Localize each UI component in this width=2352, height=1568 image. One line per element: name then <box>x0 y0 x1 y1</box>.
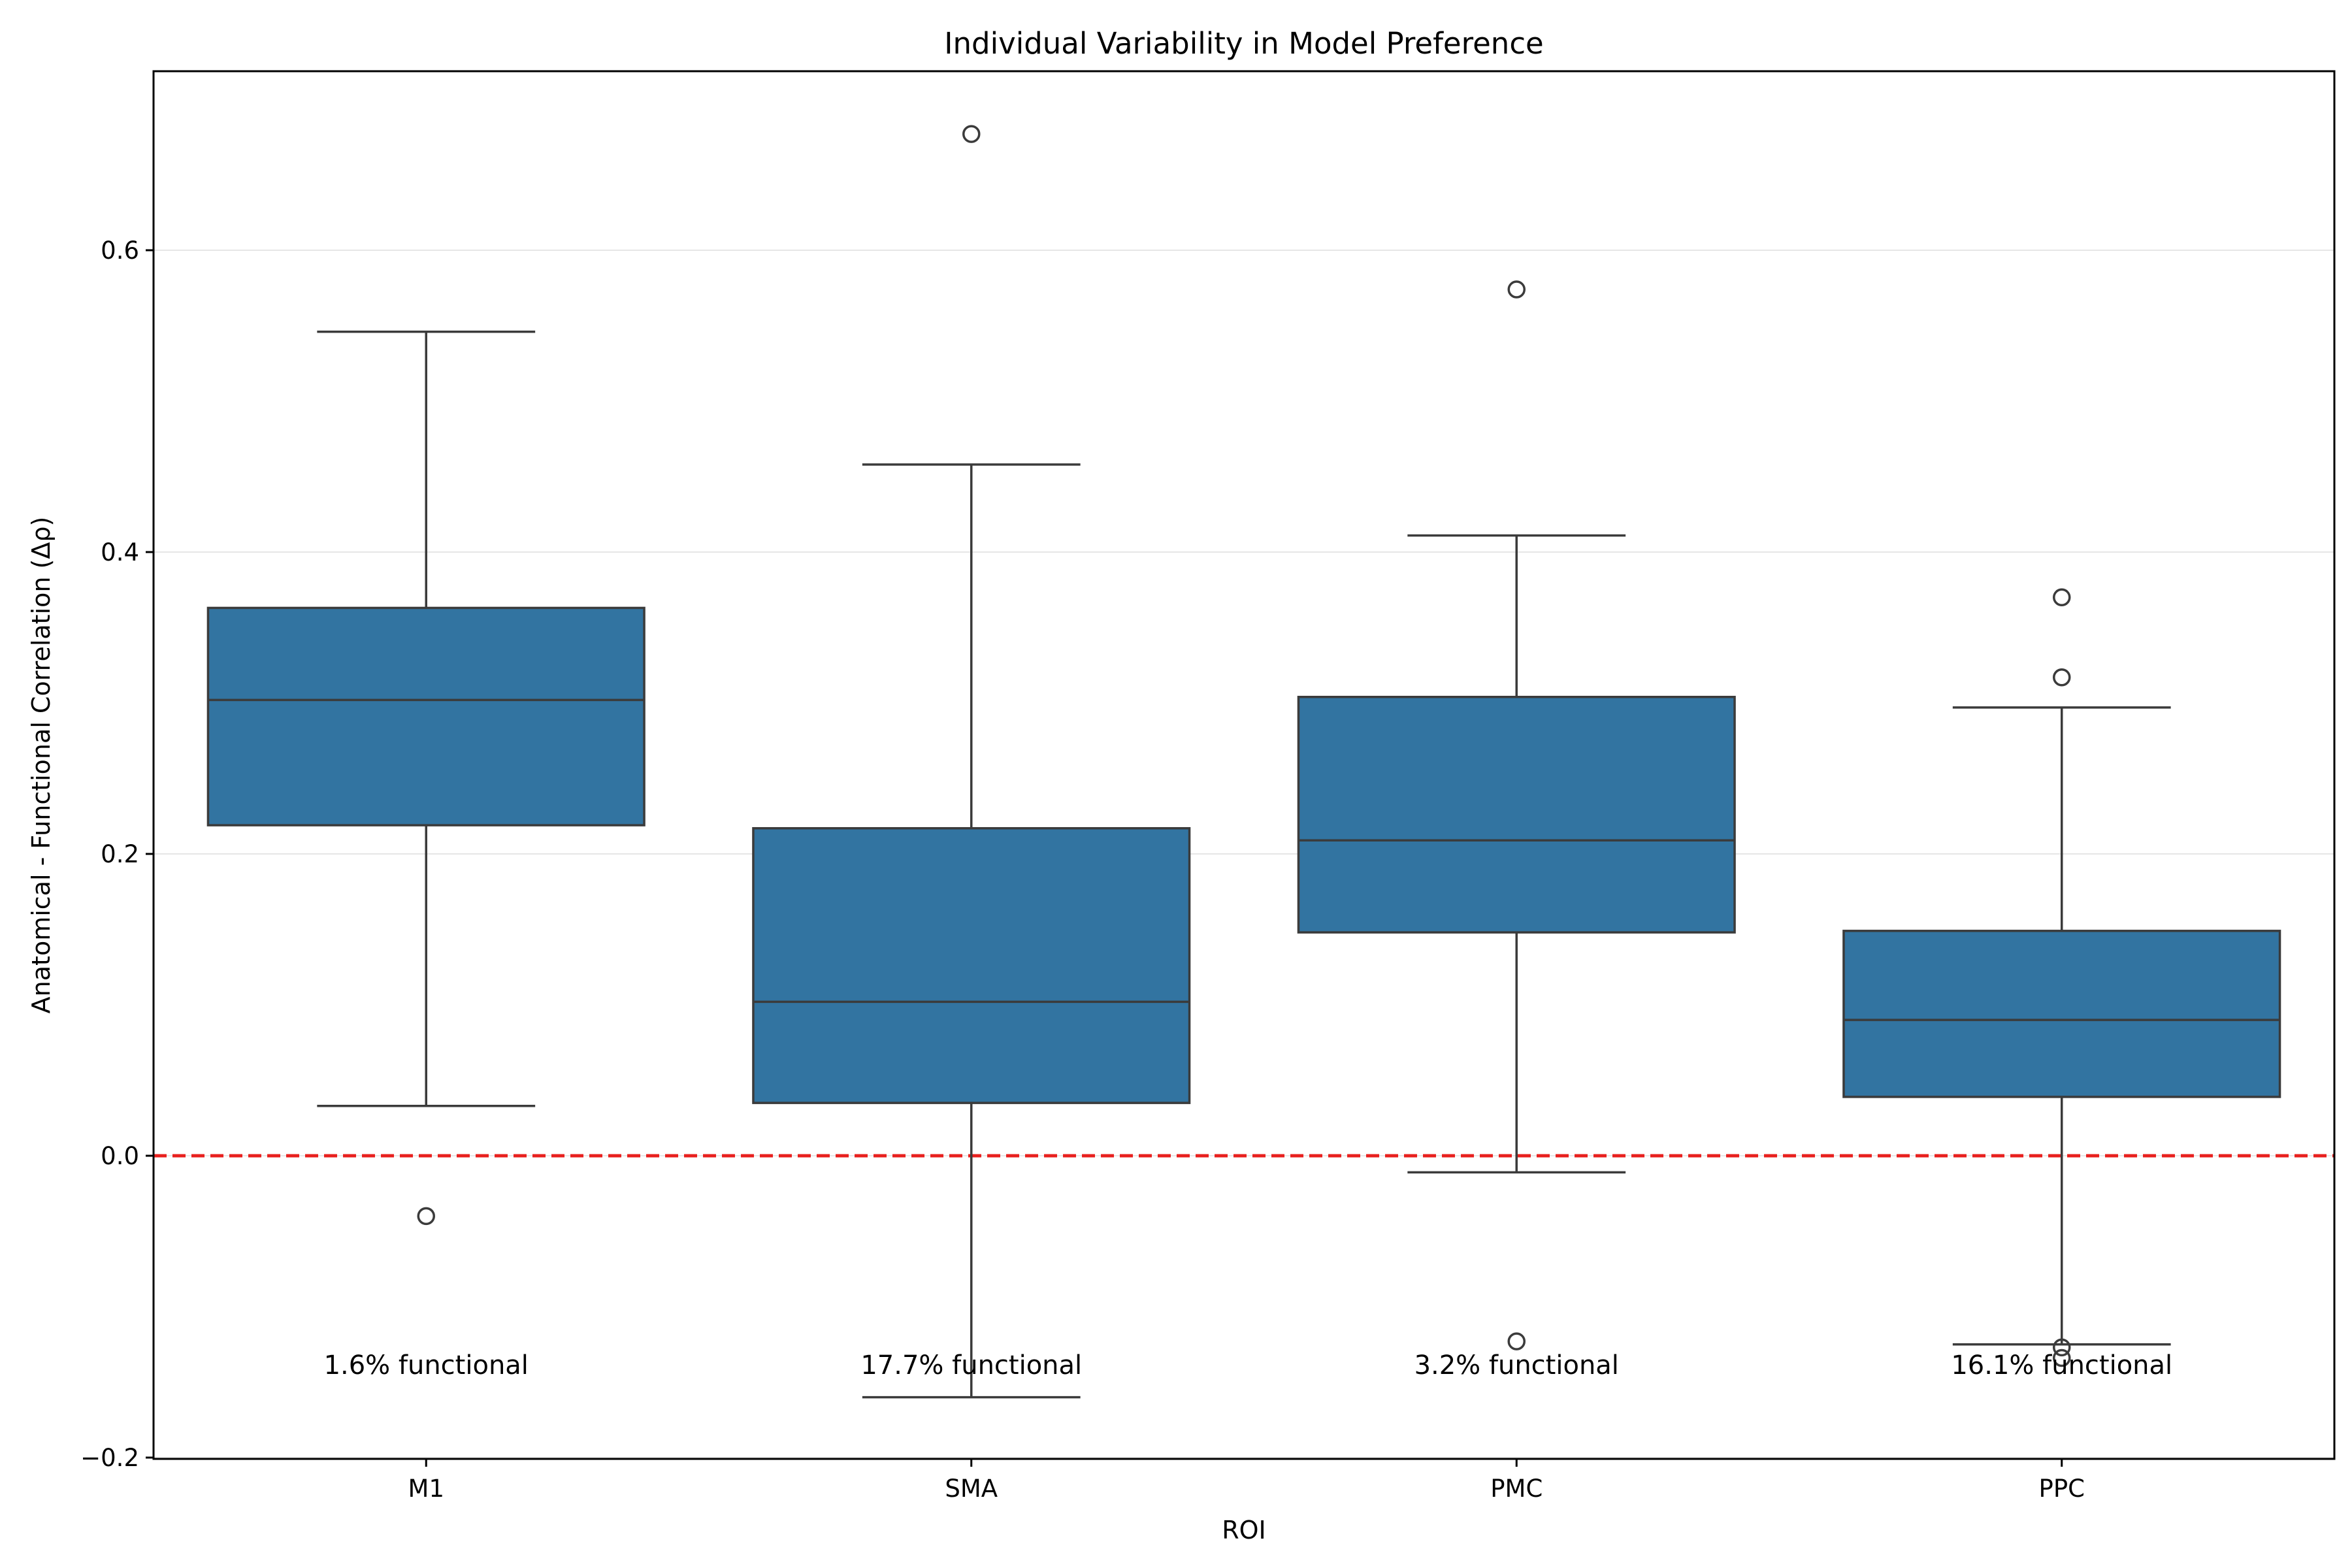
outlier-point <box>2053 1338 2071 1357</box>
x-tick-label: SMA <box>945 1475 998 1503</box>
iqr-box <box>752 826 1191 1104</box>
y-tick-label: −0.2 <box>80 1444 139 1472</box>
functional-percentage-label: 16.1% functional <box>1951 1350 2172 1380</box>
functional-percentage-label: 17.7% functional <box>860 1350 1082 1380</box>
outlier-point <box>2053 668 2071 687</box>
x-tick-label: PPC <box>2039 1475 2085 1503</box>
iqr-box <box>1297 696 1736 934</box>
plot-frame <box>152 70 2336 1460</box>
functional-percentage-label: 3.2% functional <box>1414 1350 1619 1380</box>
x-tick-label: M1 <box>408 1475 444 1503</box>
y-axis-label: Anatomical - Functional Correlation (Δρ) <box>27 517 56 1014</box>
x-axis-ticks: M1 SMA PMC PPC <box>408 1459 2085 1503</box>
functional-percentage-label: 1.6% functional <box>324 1350 529 1380</box>
box-m1 <box>206 330 645 1226</box>
box-pmc <box>1297 280 1736 1350</box>
y-tick-label: 0.4 <box>101 538 139 566</box>
y-tick-label: 0.6 <box>101 237 139 265</box>
box-sma <box>752 125 1191 1399</box>
outlier-point <box>1507 1332 1526 1350</box>
y-tick-label: 0.0 <box>101 1142 139 1170</box>
outlier-point <box>962 125 981 143</box>
box-ppc <box>1842 588 2281 1367</box>
x-axis-label: ROI <box>1222 1516 1266 1544</box>
outlier-point <box>1507 280 1526 299</box>
outlier-point <box>2053 1348 2071 1367</box>
boxes-layer <box>206 125 2281 1399</box>
outlier-point <box>2053 588 2071 607</box>
annotations-layer: 1.6% functional 17.7% functional 3.2% func… <box>324 1350 2173 1380</box>
x-tick-label: PMC <box>1490 1475 1543 1503</box>
iqr-box <box>206 606 645 826</box>
chart-title: Individual Variability in Model Preferen… <box>944 26 1544 61</box>
y-axis-ticks: −0.2 0.0 0.2 0.4 0.6 <box>80 237 154 1472</box>
outlier-point <box>417 1207 435 1226</box>
y-tick-label: 0.2 <box>101 840 139 868</box>
iqr-box <box>1842 930 2281 1098</box>
